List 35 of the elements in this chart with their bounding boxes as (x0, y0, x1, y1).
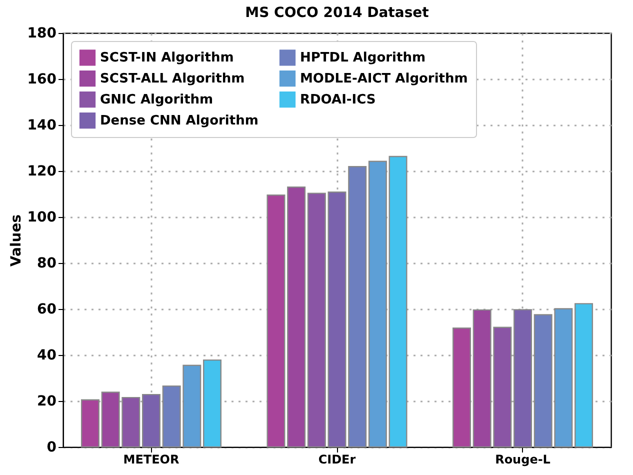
y-tick-label: 180 (27, 26, 57, 42)
legend-label: Dense CNN Algorithm (100, 114, 258, 128)
bar (514, 309, 532, 448)
y-axis-title: Values (8, 214, 24, 267)
bar (203, 359, 222, 448)
bar (328, 192, 346, 448)
x-tick-label: Rouge-L (495, 452, 551, 466)
chart-title: MS COCO 2014 Dataset (245, 5, 430, 21)
y-tick-label: 60 (37, 302, 57, 318)
bar (80, 399, 100, 448)
y-tick-label: 80 (37, 256, 57, 272)
x-tick-label: METEOR (123, 452, 180, 466)
legend-label: RDOAI-ICS (300, 92, 376, 108)
bar (142, 394, 160, 448)
bar (452, 327, 471, 448)
y-tick-label: 20 (37, 394, 57, 410)
legend-label: HPTDL Algorithm (300, 50, 426, 66)
bar (307, 192, 326, 448)
y-tick-label: 40 (37, 348, 57, 364)
x-tick-label: CIDEr (318, 452, 356, 466)
y-tick-label: 120 (27, 164, 57, 180)
bar (368, 160, 387, 448)
legend-label: SCST-IN Algorithm (100, 50, 234, 66)
legend-label: GNIC Algorithm (100, 92, 214, 108)
legend-label: MODLE-AICT Algorithm (300, 72, 468, 86)
y-tick-label: 140 (27, 118, 57, 134)
bar (266, 194, 286, 448)
y-tick-label: 160 (27, 72, 57, 88)
bar (287, 186, 306, 448)
bar (348, 166, 367, 448)
legend-label: SCST-ALL Algorithm (100, 72, 245, 86)
y-tick-label: 0 (46, 440, 57, 456)
bar (574, 303, 594, 448)
y-tick-label: 100 (27, 210, 57, 226)
bar (388, 156, 408, 448)
